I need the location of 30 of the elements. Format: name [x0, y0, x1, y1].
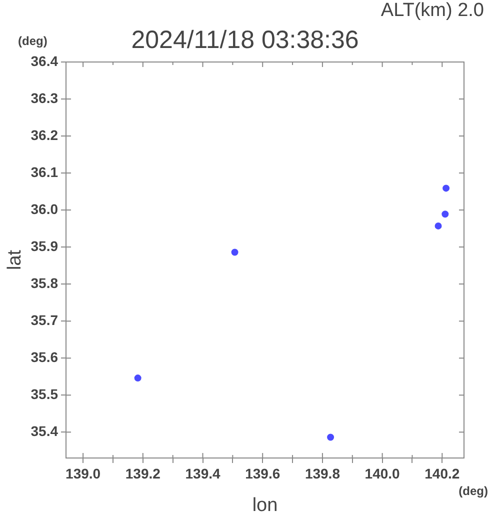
point — [327, 434, 334, 441]
point — [231, 248, 238, 256]
y-tick-label: 35.8 — [30, 274, 58, 291]
chart-subtitle: ALT(km) 2.0 — [380, 0, 484, 22]
point — [134, 374, 142, 382]
y-tick-label: 36.4 — [30, 52, 58, 69]
x-tick-label: 139.0 — [66, 465, 101, 482]
y-tick-label: 36.0 — [30, 200, 58, 217]
point — [434, 222, 442, 230]
text: (deg) — [18, 34, 48, 48]
x-tick-label: 140.0 — [364, 465, 400, 482]
x-tick-label: 140.2 — [424, 465, 460, 482]
x-tick-label: 139.8 — [304, 465, 340, 482]
y-tick-label: 35.4 — [30, 422, 58, 439]
y-tick-label: 36.2 — [30, 126, 58, 143]
x-tick-label: 139.6 — [245, 465, 280, 482]
y-tick-label: 35.5 — [30, 386, 58, 402]
x-tick-label: 139.4 — [185, 465, 220, 482]
y-tick-label: 35.6 — [30, 348, 58, 365]
y-tick-label: 35.9 — [30, 238, 58, 254]
chart-title: 2024/11/18 03:38:36 — [131, 26, 359, 54]
y-axis-title: lat — [4, 249, 26, 270]
y-tick-label: 36.3 — [30, 90, 58, 106]
point — [442, 210, 449, 218]
point — [442, 184, 450, 192]
x-tick-label: 139.2 — [125, 465, 161, 482]
y-tick-label: 36.1 — [30, 164, 58, 180]
text: (deg) — [458, 484, 488, 498]
y-tick-label: 35.7 — [30, 312, 58, 328]
x-axis-title: lon — [252, 494, 278, 516]
